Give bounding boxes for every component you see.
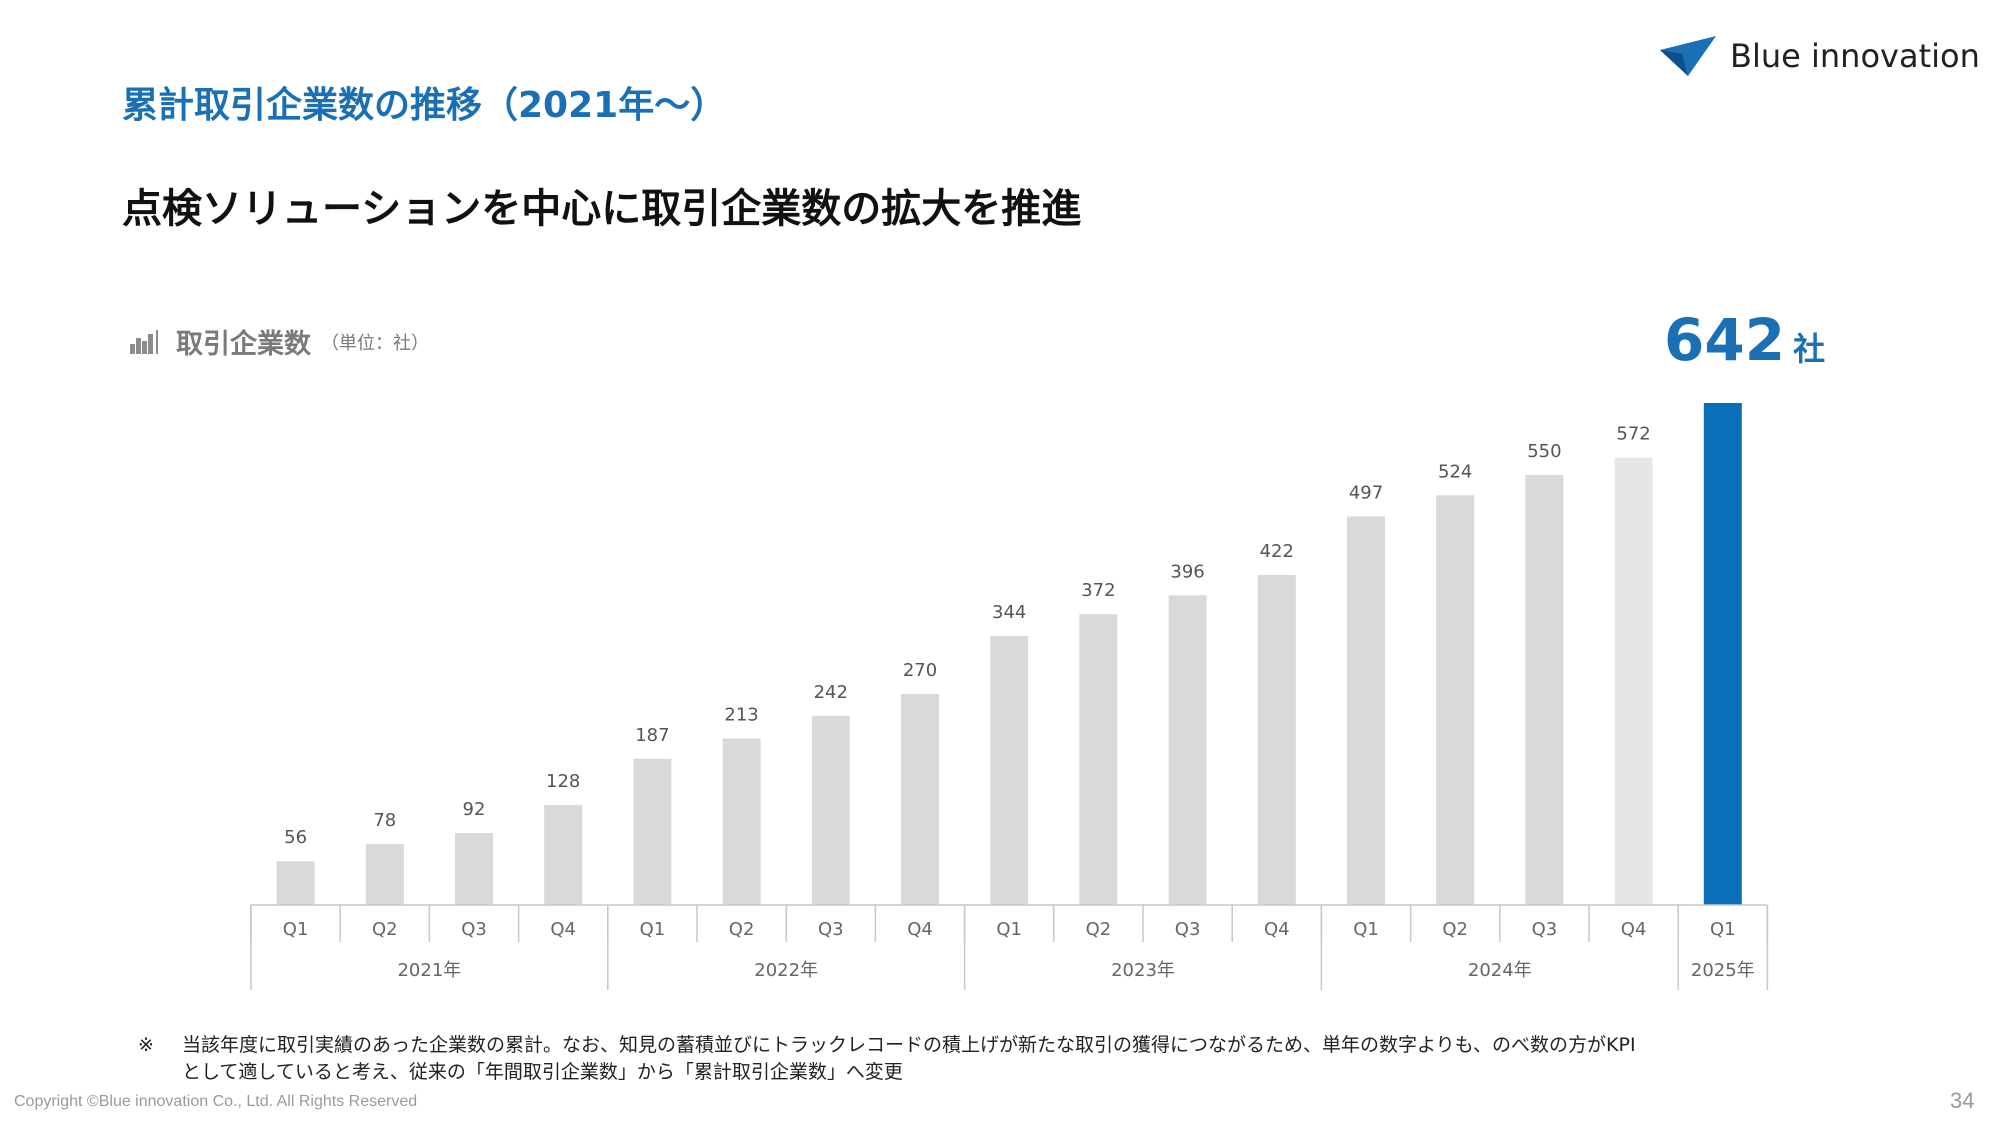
- headline: 点検ソリューションを中心に取引企業数の拡大を推進: [122, 186, 1082, 232]
- chart-bar: [722, 738, 761, 905]
- chart-bar: [811, 715, 850, 905]
- data-label: 524: [1438, 461, 1472, 482]
- data-label: 497: [1349, 482, 1383, 503]
- data-label: 78: [373, 810, 396, 831]
- data-label: 344: [992, 602, 1026, 623]
- page-number: 34: [1950, 1088, 1975, 1113]
- footnote-line-2: として適していると考え、従来の「年間取引企業数」から「累計取引企業数」へ変更: [182, 1061, 903, 1083]
- x-tick-label: Q3: [818, 919, 844, 940]
- kpi-value: 642: [1664, 306, 1786, 374]
- chart-bar: [990, 636, 1029, 905]
- data-label: 550: [1527, 441, 1561, 462]
- data-label: 422: [1260, 541, 1294, 562]
- data-label: 270: [903, 660, 937, 681]
- data-label: 92: [463, 799, 486, 820]
- x-group-label: 2024年: [1468, 960, 1532, 981]
- footnote: ※ 当該年度に取引実績のあった企業数の累計。なお、知見の蓄積並びにトラックレコー…: [138, 1032, 1636, 1086]
- chart-bar: [901, 693, 939, 905]
- chart-bar: [1347, 516, 1385, 905]
- x-tick-label: Q2: [1086, 919, 1112, 940]
- footnote-mark: ※: [138, 1034, 154, 1056]
- x-tick-label: Q2: [729, 919, 755, 940]
- bar-chart: 56 Q1 78 Q2 92 Q3 128 Q4 187 Q1 213 Q2 242 Q3 270 Q4 344…: [250, 403, 1769, 990]
- data-label: 128: [546, 771, 580, 792]
- x-tick-label: Q3: [1175, 919, 1201, 940]
- chart-bar: [455, 833, 493, 905]
- bar-chart-icon: [130, 329, 158, 354]
- company-logo: Blue innovation: [1660, 32, 1980, 80]
- x-group-label: 2022年: [754, 960, 818, 981]
- x-tick-label: Q4: [907, 919, 933, 940]
- data-label: 242: [814, 682, 848, 703]
- x-tick-label: Q1: [996, 919, 1022, 940]
- x-tick-label: Q1: [640, 919, 666, 940]
- x-tick-label: Q4: [550, 919, 576, 940]
- x-tick-label: Q3: [461, 919, 487, 940]
- data-label: 213: [724, 704, 758, 725]
- data-label: 372: [1081, 580, 1115, 601]
- x-tick-label: Q2: [372, 919, 398, 940]
- x-tick-label: Q1: [1710, 919, 1736, 940]
- logo-text: Blue innovation: [1730, 37, 1980, 75]
- x-tick-label: Q1: [283, 919, 309, 940]
- data-label: 187: [635, 725, 669, 746]
- x-group-label: 2021年: [397, 960, 461, 981]
- section-title: 累計取引企業数の推移（2021年〜）: [122, 85, 727, 126]
- x-tick-label: Q4: [1264, 919, 1290, 940]
- chart-title: 取引企業数: [176, 329, 311, 360]
- chart-bar: [365, 844, 404, 905]
- copyright: Copyright ©Blue innovation Co., Ltd. All…: [14, 1093, 418, 1110]
- x-group-label: 2023年: [1111, 960, 1175, 981]
- kpi-unit: 社: [1793, 330, 1826, 368]
- chart-bar: [1525, 474, 1564, 905]
- x-group-label: 2025年: [1691, 960, 1755, 981]
- data-label: 56: [284, 827, 307, 848]
- chart-bar: [633, 758, 672, 905]
- chart-bar: [1257, 575, 1296, 905]
- x-tick-label: Q1: [1353, 919, 1379, 940]
- data-label: 572: [1616, 424, 1650, 445]
- chart-bar: [544, 804, 583, 905]
- chart-bar: [276, 861, 315, 905]
- x-tick-label: Q3: [1532, 919, 1558, 940]
- data-label: 396: [1170, 561, 1204, 582]
- chart-bar: [1436, 495, 1475, 905]
- chart-bar: [1703, 403, 1742, 905]
- x-tick-label: Q2: [1442, 919, 1468, 940]
- chart-header: 取引企業数 （単位：社）: [130, 322, 429, 361]
- footnote-line-1: 当該年度に取引実績のあった企業数の累計。なお、知見の蓄積並びにトラックレコードの…: [182, 1034, 1636, 1056]
- chart-unit: （単位：社）: [321, 332, 429, 354]
- chart-bar: [1079, 614, 1118, 905]
- x-tick-label: Q4: [1621, 919, 1647, 940]
- chart-bar: [1614, 457, 1653, 905]
- logo-mark-icon: [1660, 36, 1716, 76]
- kpi-callout: 642 社: [1664, 306, 1825, 374]
- chart-bar: [1168, 595, 1207, 905]
